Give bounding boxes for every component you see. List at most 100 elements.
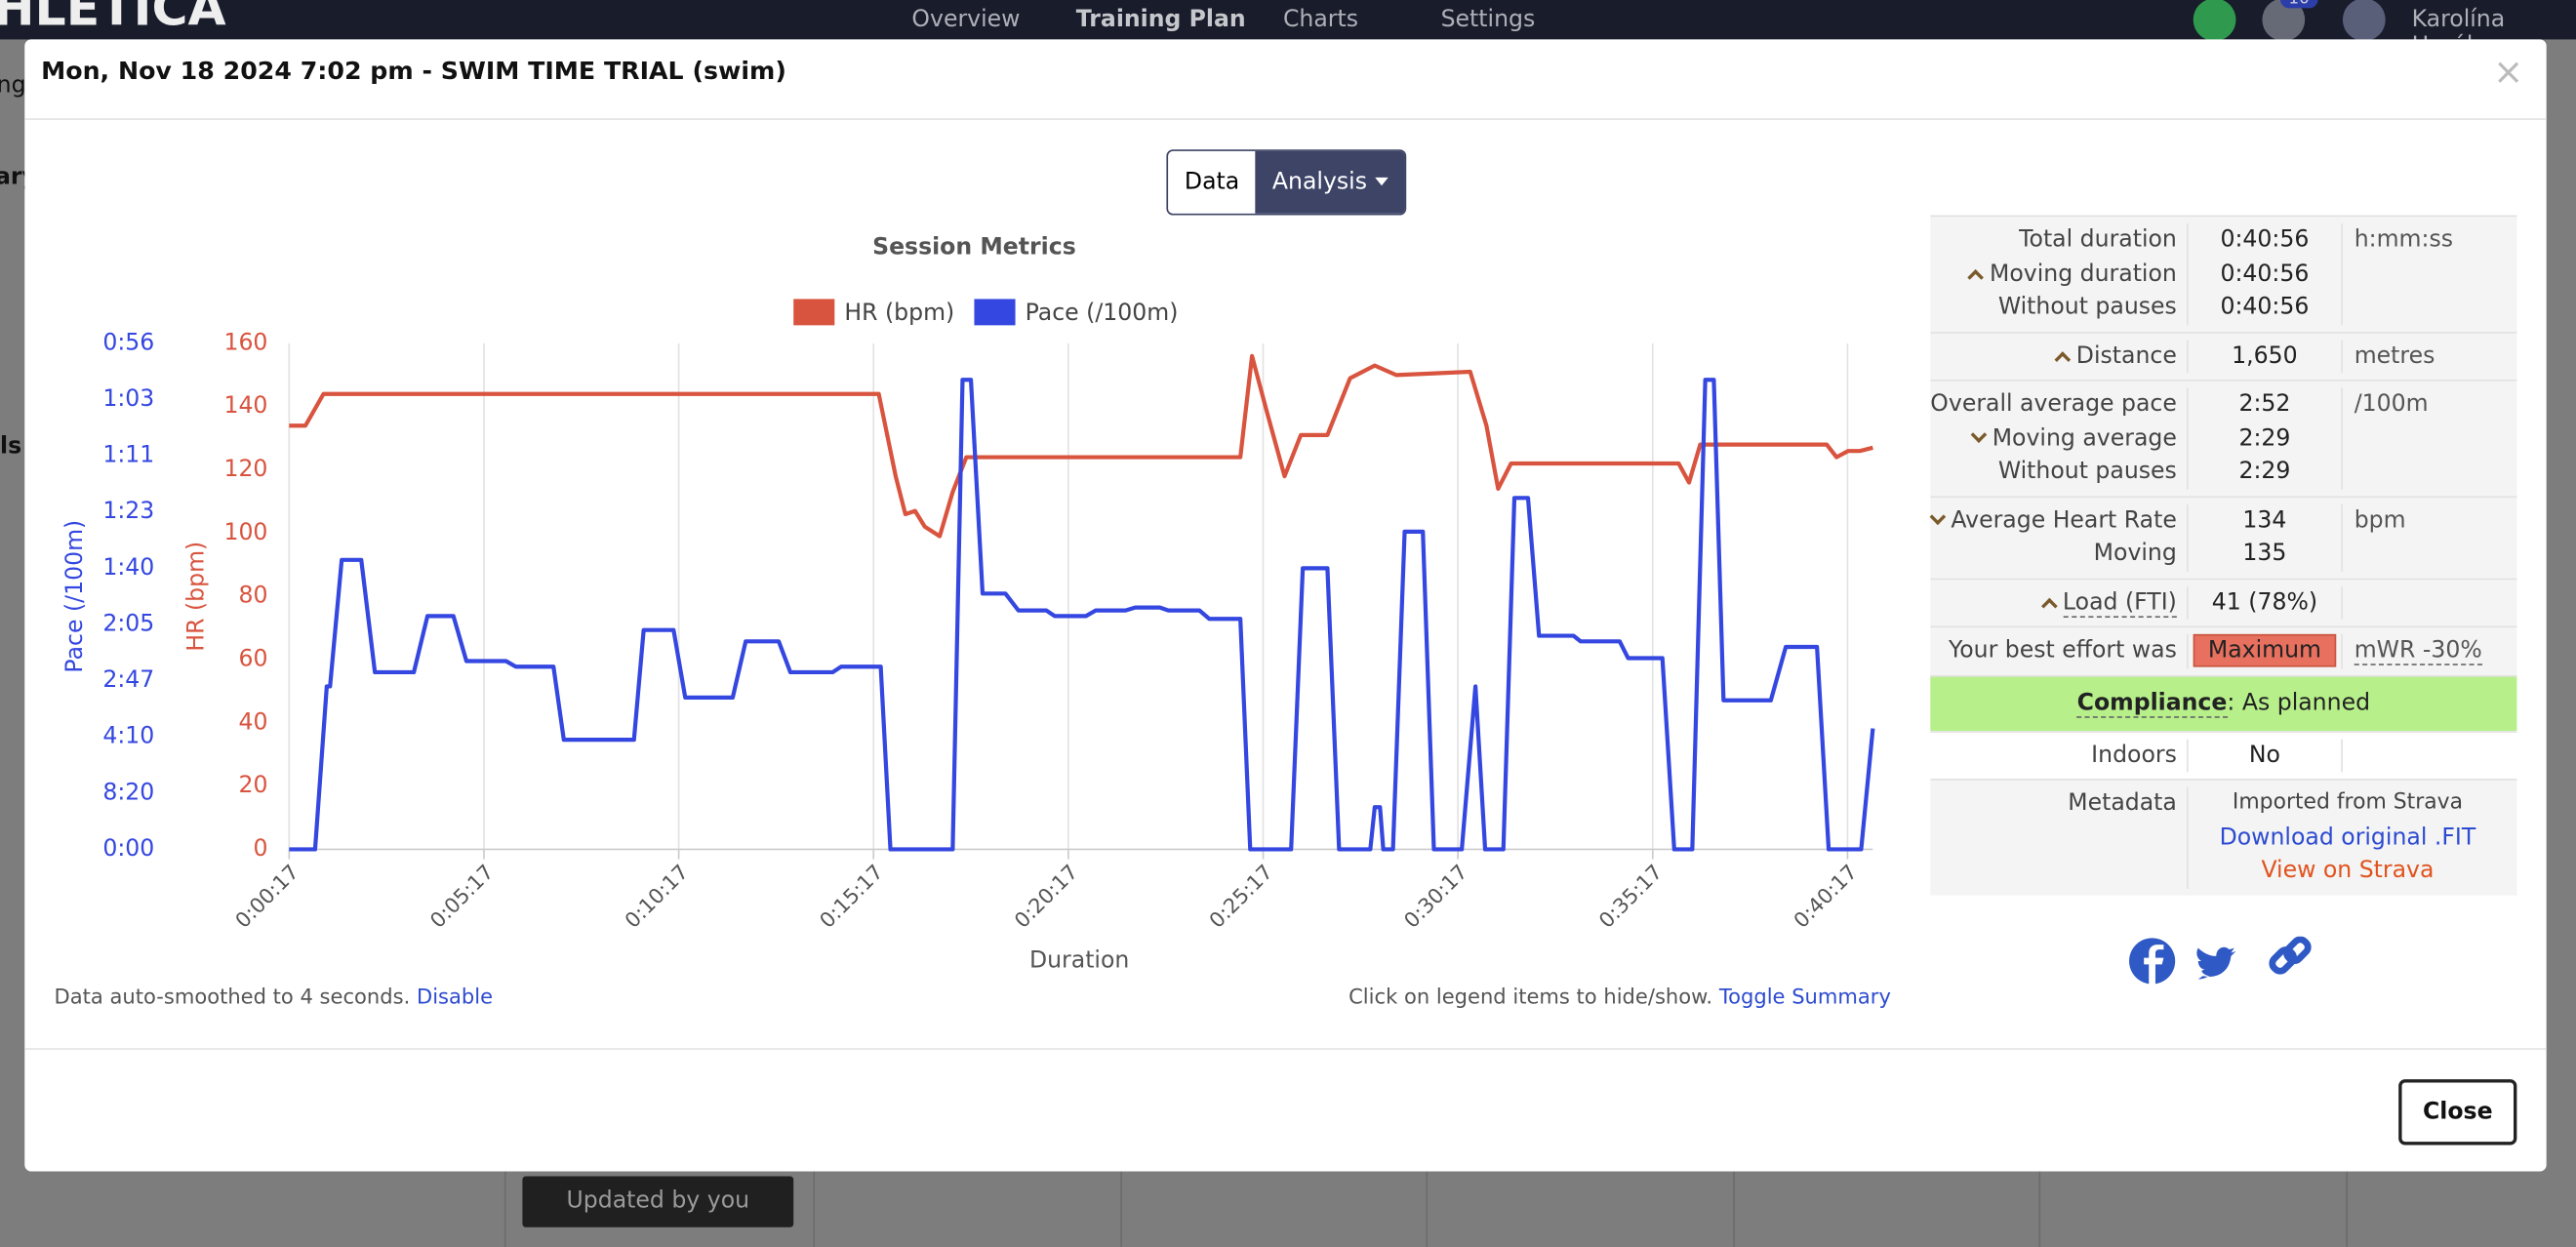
series-line (289, 378, 1875, 852)
summary-unit: /100m (2355, 387, 2517, 422)
value-text: 2:52 (2238, 390, 2291, 418)
compliance-label[interactable]: Compliance (2076, 689, 2228, 717)
logo[interactable]: HLETICA (0, 0, 226, 38)
link-icon[interactable] (2269, 936, 2312, 975)
value-col: 41 (78%) (2186, 585, 2342, 620)
value-text: 1,650 (2232, 342, 2298, 369)
unit-col: metres (2341, 339, 2516, 374)
unit-text: bpm (2354, 506, 2406, 534)
y2-tick-label: 4:10 (102, 722, 154, 749)
label-text[interactable]: Load (FTI) (2062, 588, 2177, 618)
x-tick-label: 0:25:17 (1204, 860, 1277, 933)
x-tick-label: 0:35:17 (1593, 860, 1667, 933)
y-tick-label: 20 (238, 771, 267, 798)
y-tick-label: 0 (253, 834, 267, 862)
divider (24, 118, 2547, 120)
tab-label[interactable]: Analysis (1271, 169, 1368, 196)
summary-group: Load (FTI) 41 (78%) (1930, 577, 2517, 626)
label-col: Distance (1930, 340, 2177, 374)
link[interactable]: Disable (416, 984, 494, 1009)
summary-group: Metadata Imported from Strava Download ori… (1930, 779, 2517, 895)
value-text: 0:40:56 (2220, 260, 2310, 287)
legend-label[interactable]: Pace (/100m) (1026, 299, 1179, 326)
label-col: Average Heart Rate Moving (1928, 503, 2177, 571)
summary-group: Your best effort was Maximum mWR -30% (1930, 625, 2517, 675)
summary-value: 0:40:56 (2189, 257, 2342, 291)
twitter-icon[interactable] (2196, 946, 2236, 980)
value-text: 0:40:56 (2220, 226, 2310, 254)
nav-item[interactable]: Charts (1282, 6, 1359, 33)
summary-value: 2:29 (2189, 455, 2342, 489)
unit-col (2341, 738, 2516, 773)
metadata-col: Imported from Strava Download original .F… (2186, 786, 2516, 889)
value-text: 41 (78%) (2211, 588, 2318, 616)
label-text: Moving (2093, 540, 2177, 567)
y2-axis-title: Pace (/100m) (60, 520, 88, 673)
nav-item[interactable]: Overview (911, 6, 1021, 33)
compliance-value: : As planned (2227, 689, 2371, 716)
caret (1374, 177, 1388, 192)
y2-tick-label: 1:03 (102, 384, 154, 412)
value-text: Maximum (2193, 633, 2337, 667)
y-tick-label: 140 (223, 391, 267, 419)
navbar: HLETICA Overview Training Plan Charts Se… (0, 0, 2576, 60)
label-text: Without pauses (1997, 458, 2177, 485)
series-line (289, 353, 1873, 539)
label-text: Overall average pace (1930, 390, 2177, 418)
unit-col: h:mm:ss (2341, 222, 2517, 325)
y2-tick-label: 2:47 (102, 665, 154, 693)
summary-value: 135 (2189, 538, 2342, 572)
nav-item[interactable]: Training Plan (1075, 6, 1246, 33)
summary-label: Without pauses (1930, 455, 2177, 489)
nav-item[interactable]: Settings (1440, 6, 1536, 33)
metadata-text: Imported from Strava (2232, 789, 2464, 816)
value-col: 0:40:56 0:40:56 0:40:56 (2186, 222, 2342, 325)
x-tick-label: 0:00:17 (230, 860, 303, 933)
x-tick-label: 0:20:17 (1009, 860, 1082, 933)
notification-badge: 10 (2279, 0, 2318, 9)
y-tick-label: 40 (238, 707, 267, 735)
summary-label: Moving average (1930, 422, 2177, 456)
summary-label: Load (FTI) (1930, 585, 2177, 620)
label-text: Moving average (1992, 424, 2177, 452)
avatar[interactable] (2342, 0, 2386, 42)
bg-fragment: ls (0, 433, 22, 461)
summary-value: Maximum (2189, 633, 2342, 668)
legend-label[interactable]: HR (bpm) (844, 299, 954, 326)
close-icon[interactable]: × (2493, 52, 2524, 94)
tab[interactable]: Analysis (1256, 150, 1404, 214)
summary-unit: h:mm:ss (2355, 223, 2517, 258)
value-text: 0:40:56 (2220, 294, 2310, 321)
summary-group: Overall average pace Moving average Withou… (1930, 379, 2517, 496)
x-tick-label: 0:30:17 (1399, 860, 1472, 933)
summary-unit: mWR -30% (2354, 634, 2517, 668)
summary-table: Total duration Moving duration Without pau… (1928, 215, 2517, 895)
summary-group: Total duration Moving duration Without pau… (1930, 215, 2517, 332)
summary-value: 41 (78%) (2189, 585, 2342, 620)
y-axis-title: HR (bpm) (182, 542, 210, 652)
tab[interactable]: Data (1184, 169, 1240, 196)
value-col: 134 135 (2186, 503, 2342, 572)
status-icon[interactable] (2193, 0, 2236, 42)
y2-tick-label: 0:56 (102, 328, 154, 355)
metadata-link[interactable]: Download original .FIT (2219, 824, 2476, 851)
summary-label: Metadata (2068, 789, 2177, 817)
metadata-link[interactable]: View on Strava (2261, 857, 2435, 884)
legend-swatch (974, 299, 1016, 326)
unit-col (2341, 585, 2516, 620)
y2-tick-label: 1:40 (102, 553, 154, 581)
close-button[interactable]: Close (2398, 1079, 2517, 1146)
link[interactable]: Toggle Summary (1718, 984, 1891, 1009)
value-col: 1,650 (2186, 339, 2341, 374)
modal: Mon, Nov 18 2024 7:02 pm - SWIM TIME TRI… (24, 39, 2547, 1172)
x-tick-label: 0:05:17 (424, 860, 498, 933)
label-text: Your best effort was (1948, 637, 2177, 664)
summary-value: 0:40:56 (2189, 223, 2342, 258)
facebook-glyph (2144, 945, 2164, 985)
y2-tick-label: 2:05 (102, 609, 154, 636)
label-col: Total duration Moving duration Without pau… (1930, 223, 2177, 325)
unit-text: h:mm:ss (2354, 226, 2454, 254)
y2-tick-label: 0:00 (102, 834, 154, 862)
